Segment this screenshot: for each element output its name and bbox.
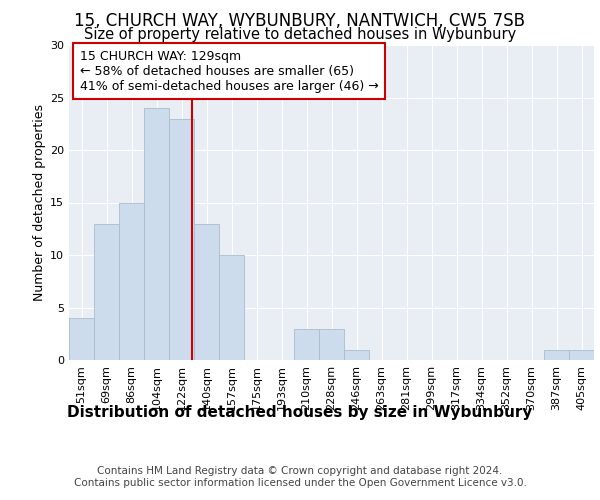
Bar [569,350,594,360]
Bar [144,108,169,360]
Text: Size of property relative to detached houses in Wybunbury: Size of property relative to detached ho… [84,26,516,42]
Bar [119,202,144,360]
Text: 15, CHURCH WAY, WYBUNBURY, NANTWICH, CW5 7SB: 15, CHURCH WAY, WYBUNBURY, NANTWICH, CW5… [74,12,526,30]
Text: 15 CHURCH WAY: 129sqm
← 58% of detached houses are smaller (65)
41% of semi-deta: 15 CHURCH WAY: 129sqm ← 58% of detached … [79,50,378,92]
Bar [169,118,194,360]
Bar [194,224,219,360]
Bar [544,350,569,360]
Bar [219,255,244,360]
Text: Distribution of detached houses by size in Wybunbury: Distribution of detached houses by size … [67,405,533,420]
Bar [294,328,319,360]
Bar [319,328,344,360]
Bar [94,224,119,360]
Y-axis label: Number of detached properties: Number of detached properties [33,104,46,301]
Bar [344,350,369,360]
Bar [69,318,94,360]
Text: Contains HM Land Registry data © Crown copyright and database right 2024.
Contai: Contains HM Land Registry data © Crown c… [74,466,526,487]
